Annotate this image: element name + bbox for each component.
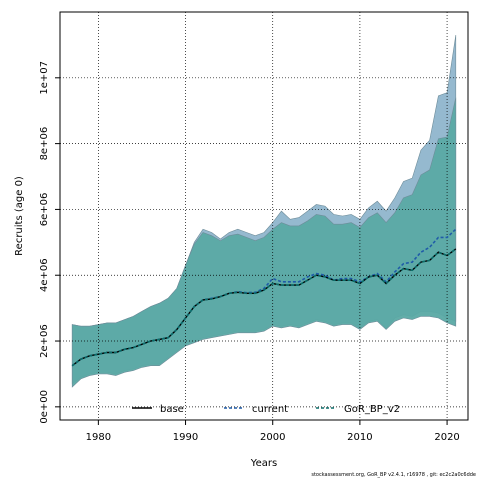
- series-line-GoR_BP_v2: [71, 248, 457, 367]
- y-tick-label: 8e+06: [39, 127, 50, 161]
- y-axis: 0e+00 2e+06 4e+06 6e+06 8e+06 1e+07: [39, 61, 60, 424]
- footer-note: stockassessment.org, GoR_BP v2.4.1, r169…: [311, 472, 476, 478]
- y-tick-label: 2e+06: [39, 324, 50, 358]
- y-tick-label: 1e+07: [39, 61, 50, 95]
- x-tick-label: 1990: [173, 432, 198, 443]
- legend-label-GoR_BP_v2: GoR_BP_v2: [344, 404, 400, 415]
- x-axis-title: Years: [250, 458, 277, 469]
- x-tick-label: 2020: [434, 432, 459, 443]
- y-tick-label: 6e+06: [39, 193, 50, 227]
- confidence-bands: [71, 34, 457, 388]
- x-tick-label: 2010: [347, 432, 372, 443]
- y-axis-title: Recruits (age 0): [14, 176, 25, 256]
- x-tick-label: 1980: [86, 432, 111, 443]
- legend: base current GoR_BP_v2: [132, 404, 400, 415]
- legend-label-base: base: [160, 404, 184, 415]
- grid-lines: [60, 12, 468, 420]
- plot-frame: [59, 11, 469, 421]
- legend-label-current: current: [252, 404, 288, 415]
- series-lines: [71, 228, 457, 367]
- x-axis: 1980 1990 2000 2010 2020: [86, 420, 460, 443]
- x-tick-label: 2000: [260, 432, 285, 443]
- band-base: [71, 97, 457, 388]
- y-tick-label: 0e+00: [39, 390, 50, 424]
- y-tick-label: 4e+06: [39, 258, 50, 292]
